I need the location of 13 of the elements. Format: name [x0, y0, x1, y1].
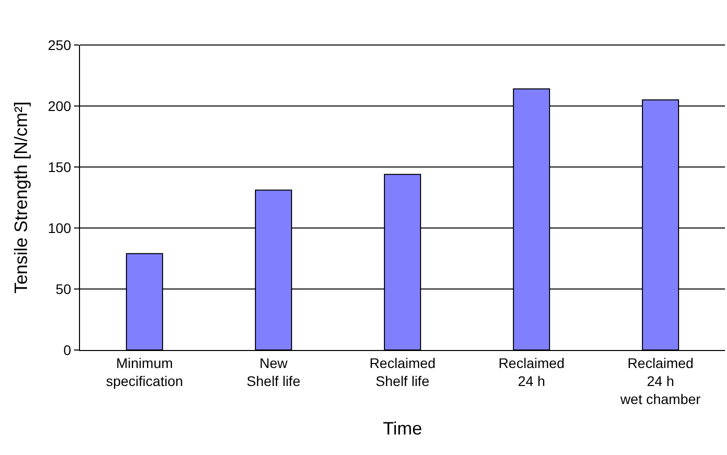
y-tick-label: 150	[48, 158, 72, 175]
y-tick-label: 50	[56, 280, 72, 297]
x-axis-title: Time	[382, 418, 422, 438]
x-tick-label: Reclaimed 24 h wet chamber	[619, 354, 701, 408]
x-tick-label: Minimum specification	[106, 354, 184, 389]
x-tick-label: Reclaimed 24 h	[498, 354, 565, 389]
y-axis-title: Tensile Strength [N/cm²]	[11, 101, 32, 294]
y-tick-label: 100	[48, 220, 72, 236]
y-tick-label: 250	[48, 36, 72, 53]
y-tick-label: 200	[48, 98, 72, 114]
x-tick-label: Reclaimed Shelf life	[369, 354, 436, 389]
y-tick-label: 0	[63, 342, 72, 358]
x-tick-label: New Shelf life	[246, 354, 301, 389]
